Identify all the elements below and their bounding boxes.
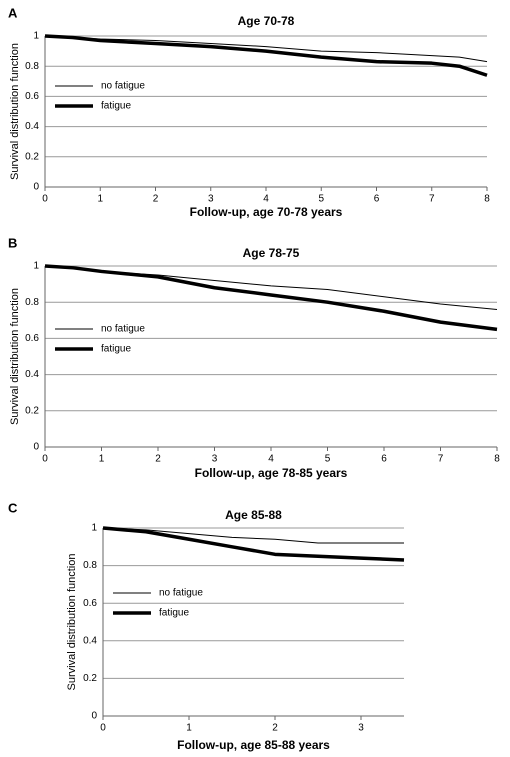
y-tick-label: 0.4 <box>25 369 39 380</box>
panel-label: B <box>8 235 17 250</box>
y-tick-label: 1 <box>33 31 39 42</box>
x-tick-label: 2 <box>153 194 159 205</box>
legend-label: fatigue <box>101 101 131 112</box>
y-tick-label: 0.8 <box>25 297 39 308</box>
x-tick-label: 1 <box>186 723 192 734</box>
x-tick-label: 1 <box>97 194 103 205</box>
y-axis-label: Survival distribution function <box>66 554 78 691</box>
x-tick-label: 5 <box>325 454 331 465</box>
survival-curve <box>44 34 488 77</box>
panel-label: C <box>8 500 18 515</box>
y-tick-label: 0.2 <box>83 673 97 684</box>
chart-title: Age 78-75 <box>243 246 300 260</box>
y-tick-label: 0.4 <box>25 121 39 132</box>
y-tick-label: 0.6 <box>83 598 97 609</box>
legend-label: no fatigue <box>159 588 203 599</box>
x-tick-label: 3 <box>358 723 364 734</box>
y-tick-label: 0.2 <box>25 405 39 416</box>
x-tick-label: 8 <box>494 454 500 465</box>
x-tick-label: 6 <box>374 194 380 205</box>
y-tick-label: 0.8 <box>25 61 39 72</box>
y-tick-label: 0 <box>91 711 97 722</box>
x-tick-label: 3 <box>208 194 214 205</box>
y-tick-label: 0.8 <box>83 560 97 571</box>
legend-label: no fatigue <box>101 81 145 92</box>
survival-curve <box>102 527 404 544</box>
y-axis-label: Survival distribution function <box>9 43 21 180</box>
survival-curve <box>102 526 405 562</box>
x-tick-label: 2 <box>155 454 161 465</box>
survival-curve <box>44 264 498 332</box>
x-tick-label: 3 <box>212 454 218 465</box>
x-tick-label: 2 <box>272 723 278 734</box>
x-tick-label: 7 <box>429 194 435 205</box>
x-tick-label: 0 <box>100 723 106 734</box>
x-tick-label: 5 <box>318 194 324 205</box>
y-tick-label: 0.4 <box>83 635 97 646</box>
legend-label: no fatigue <box>101 324 145 335</box>
y-tick-label: 1 <box>33 261 39 272</box>
x-axis-label: Follow-up, age 70-78 years <box>190 205 343 219</box>
legend-label: fatigue <box>101 344 131 355</box>
x-tick-label: 7 <box>438 454 444 465</box>
chart-title: Age 85-88 <box>225 508 282 522</box>
y-tick-label: 0.2 <box>25 151 39 162</box>
x-tick-label: 0 <box>42 454 48 465</box>
x-tick-label: 8 <box>484 194 490 205</box>
y-tick-label: 0.6 <box>25 91 39 102</box>
x-axis-label: Follow-up, age 85-88 years <box>177 738 330 752</box>
y-tick-label: 1 <box>91 523 97 534</box>
x-tick-label: 4 <box>268 454 274 465</box>
x-tick-label: 6 <box>381 454 387 465</box>
chart-title: Age 70-78 <box>238 14 295 28</box>
panel-label: A <box>8 5 18 20</box>
legend-label: fatigue <box>159 608 189 619</box>
x-tick-label: 1 <box>99 454 105 465</box>
x-axis-label: Follow-up, age 78-85 years <box>195 466 348 480</box>
x-tick-label: 4 <box>263 194 269 205</box>
x-tick-label: 0 <box>42 194 48 205</box>
y-tick-label: 0 <box>33 182 39 193</box>
y-tick-label: 0.6 <box>25 333 39 344</box>
y-tick-label: 0 <box>33 442 39 453</box>
y-axis-label: Survival distribution function <box>9 288 21 425</box>
